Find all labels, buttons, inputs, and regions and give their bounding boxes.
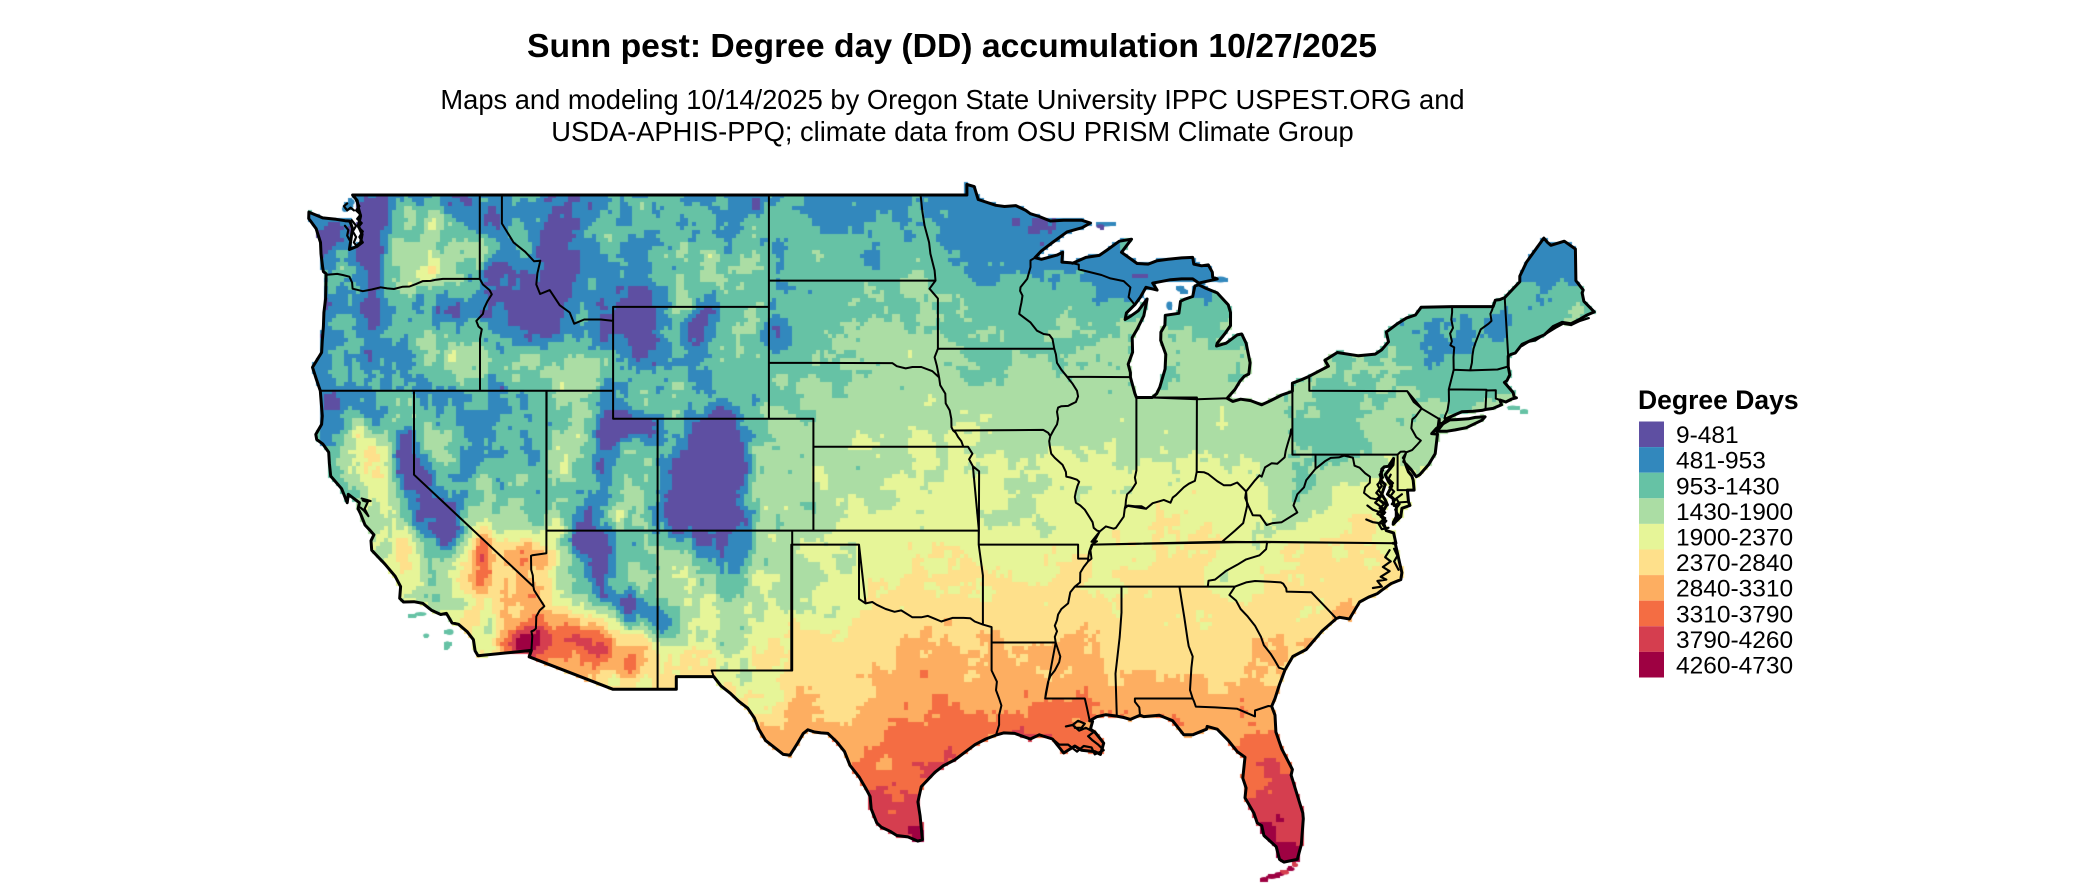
svg-text:481-953: 481-953 (1676, 448, 1766, 475)
svg-text:2840-3310: 2840-3310 (1676, 576, 1793, 603)
svg-text:1900-2370: 1900-2370 (1676, 525, 1793, 552)
svg-text:1430-1900: 1430-1900 (1676, 499, 1793, 526)
svg-text:3790-4260: 3790-4260 (1676, 627, 1793, 654)
svg-text:3310-3790: 3310-3790 (1676, 601, 1793, 628)
svg-text:2370-2840: 2370-2840 (1676, 550, 1793, 577)
svg-text:9-481: 9-481 (1676, 422, 1739, 449)
svg-text:4260-4730: 4260-4730 (1676, 653, 1793, 680)
svg-text:953-1430: 953-1430 (1676, 473, 1780, 500)
